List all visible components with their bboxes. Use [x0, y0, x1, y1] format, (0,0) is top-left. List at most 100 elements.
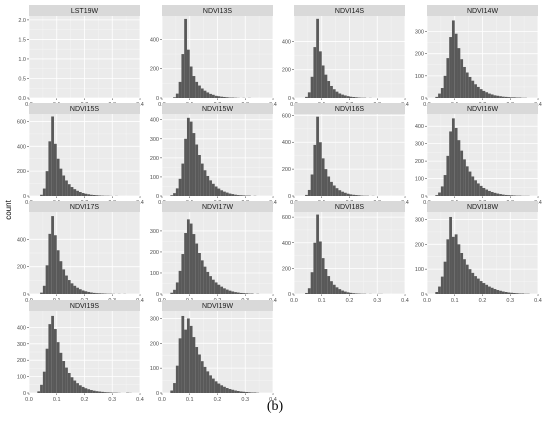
histogram-bar — [92, 292, 96, 294]
facet-panel: NDVI18S 0.0 0.1 0.2 0.3 0.4 0 200 400 600 — [282, 201, 409, 304]
histogram-bar — [62, 269, 66, 294]
y-tick-label: 300 — [415, 217, 424, 223]
y-tick-label: 100 — [415, 74, 424, 80]
histogram-bar — [242, 195, 246, 196]
histogram-bar — [501, 96, 505, 98]
histogram-bar — [65, 180, 68, 196]
histogram-bar — [192, 337, 196, 393]
histogram-bar — [223, 288, 226, 294]
histogram-bar — [346, 193, 350, 196]
histogram-bar — [211, 279, 215, 294]
histogram-bar — [220, 385, 224, 393]
x-tick-label: 0.3 — [506, 298, 514, 304]
histogram-bar — [307, 288, 311, 294]
facet-title: NDVI16S — [335, 106, 365, 113]
histogram-bar — [499, 96, 502, 98]
histogram-bar — [81, 290, 85, 294]
y-tick-label: 0.0 — [18, 96, 26, 102]
x-tick-label: 0.3 — [241, 397, 249, 403]
histogram-bar — [355, 97, 358, 98]
histogram-bar — [92, 195, 96, 196]
histogram-bar — [95, 391, 99, 393]
histogram-bar — [48, 141, 52, 196]
histogram-bar — [181, 163, 185, 196]
histogram-bar — [178, 178, 182, 196]
histogram-bar — [48, 324, 52, 393]
histogram-bar — [488, 93, 491, 98]
histogram-bar — [318, 241, 322, 294]
facet-strip — [29, 201, 140, 212]
histogram-bar — [175, 188, 179, 196]
x-tick-label: 0.3 — [373, 298, 381, 304]
y-tick-label: 0 — [156, 194, 159, 200]
y-tick-label: 300 — [415, 30, 424, 36]
y-tick-label: 100 — [415, 267, 424, 273]
histogram-bar — [217, 188, 221, 196]
y-tick-label: 0 — [156, 96, 159, 102]
histogram-bar — [485, 284, 489, 294]
histogram-bar — [499, 290, 502, 294]
histogram-bar — [463, 259, 466, 294]
histogram-bar — [65, 275, 68, 294]
histogram-bar — [341, 191, 344, 196]
histogram-bar — [446, 239, 450, 294]
histogram-bar — [51, 116, 54, 196]
histogram-bar — [482, 90, 486, 98]
histogram-bar — [98, 391, 102, 393]
facet-strip — [29, 5, 140, 16]
histogram-bar — [460, 59, 464, 98]
histogram-bar — [343, 95, 347, 98]
x-tick-label: 0.3 — [108, 397, 116, 403]
histogram-bar — [438, 192, 441, 196]
histogram-bar — [327, 276, 331, 294]
histogram-bar — [443, 175, 447, 196]
histogram-bar — [468, 269, 472, 294]
histogram-bar — [234, 292, 237, 294]
histogram-bar — [474, 84, 477, 98]
y-tick-label: 0 — [288, 292, 291, 298]
histogram-bar — [443, 261, 447, 294]
y-tick-label: 600 — [282, 215, 291, 221]
histogram-bar — [214, 186, 218, 196]
histogram-bar — [457, 244, 461, 294]
y-tick-label: 200 — [17, 265, 26, 271]
histogram-bar — [513, 293, 516, 294]
histogram-bar — [443, 75, 447, 98]
y-tick-label: 400 — [17, 144, 26, 150]
y-tick-label: 200 — [150, 67, 159, 73]
histogram-bar — [84, 388, 88, 393]
histogram-bar — [200, 361, 204, 393]
facet-strip — [162, 103, 273, 114]
histogram-bar — [451, 118, 455, 196]
histogram-bar — [357, 195, 361, 196]
y-tick-label: 300 — [150, 316, 159, 322]
panels: LST19W 0.0 0.1 0.2 0.3 0.4 0.0 0.5 1.0 1.5 2.0 NDVI… — [17, 5, 542, 403]
histogram-bar — [310, 272, 314, 294]
histogram-bar — [460, 253, 464, 294]
histogram-bar — [225, 388, 229, 393]
histogram-bar — [106, 392, 110, 393]
histogram-bar — [103, 392, 107, 393]
histogram-bar — [65, 367, 68, 393]
histogram-bar — [496, 290, 500, 294]
histogram-bar — [465, 264, 469, 294]
histogram-bar — [451, 20, 455, 98]
histogram-bar — [471, 176, 475, 196]
histogram-bar — [45, 265, 49, 294]
histogram-bar — [203, 170, 207, 196]
histogram-bar — [318, 51, 322, 98]
histogram-bar — [173, 193, 176, 196]
histogram-bar — [59, 168, 63, 196]
histogram-bar — [316, 214, 319, 294]
histogram-bar — [76, 287, 79, 294]
facet-strip — [294, 103, 405, 114]
histogram-bar — [53, 235, 57, 294]
histogram-bar — [471, 80, 475, 98]
histogram-bar — [355, 293, 358, 294]
facet-strip — [162, 201, 273, 212]
histogram-bar — [87, 194, 91, 196]
histogram-bar — [56, 158, 60, 196]
facet-strip — [427, 103, 538, 114]
